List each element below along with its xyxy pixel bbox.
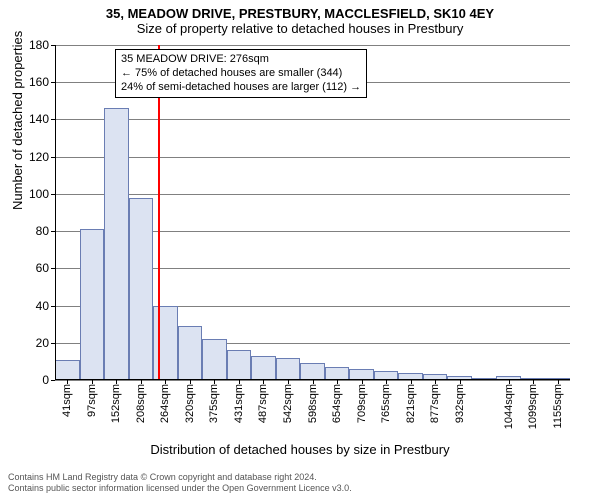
x-tick-label: 542sqm — [282, 384, 294, 423]
x-tick-label: 431sqm — [233, 384, 245, 423]
footer-attribution: Contains HM Land Registry data © Crown c… — [8, 472, 352, 494]
histogram-bar — [178, 326, 203, 380]
y-axis-line — [55, 45, 56, 380]
footer-line-2: Contains public sector information licen… — [8, 483, 352, 494]
histogram-bar — [104, 108, 129, 380]
y-tick-mark — [51, 380, 55, 381]
x-tick-mark — [313, 380, 314, 384]
y-tick-label: 100 — [29, 187, 49, 201]
y-tick-label: 20 — [36, 336, 49, 350]
x-tick-mark — [386, 380, 387, 384]
y-tick-label: 180 — [29, 38, 49, 52]
x-tick-label: 598sqm — [307, 384, 319, 423]
histogram-bar — [227, 350, 252, 380]
x-tick-label: 1044sqm — [503, 384, 515, 429]
x-tick-mark — [67, 380, 68, 384]
y-tick-label: 0 — [42, 373, 49, 387]
chart-subtitle: Size of property relative to detached ho… — [0, 21, 600, 40]
x-axis-label: Distribution of detached houses by size … — [0, 442, 600, 457]
x-tick-label: 487sqm — [257, 384, 269, 423]
x-tick-mark — [214, 380, 215, 384]
gridline — [55, 119, 570, 120]
x-tick-mark — [558, 380, 559, 384]
x-tick-label: 41sqm — [61, 384, 73, 417]
x-tick-mark — [165, 380, 166, 384]
x-tick-mark — [509, 380, 510, 384]
x-tick-label: 821sqm — [405, 384, 417, 423]
x-tick-label: 97sqm — [86, 384, 98, 417]
chart-title: 35, MEADOW DRIVE, PRESTBURY, MACCLESFIEL… — [0, 0, 600, 21]
annotation-box: 35 MEADOW DRIVE: 276sqm← 75% of detached… — [115, 49, 367, 98]
x-tick-mark — [435, 380, 436, 384]
x-tick-label: 654sqm — [331, 384, 343, 423]
x-tick-label: 877sqm — [429, 384, 441, 423]
x-tick-label: 1099sqm — [527, 384, 539, 429]
histogram-bar — [276, 358, 301, 380]
footer-line-1: Contains HM Land Registry data © Crown c… — [8, 472, 352, 483]
gridline — [55, 45, 570, 46]
x-tick-mark — [362, 380, 363, 384]
x-tick-mark — [190, 380, 191, 384]
x-tick-mark — [239, 380, 240, 384]
x-tick-mark — [141, 380, 142, 384]
x-tick-label: 932sqm — [454, 384, 466, 423]
annotation-line: 24% of semi-detached houses are larger (… — [121, 81, 361, 95]
x-axis-line — [55, 379, 570, 380]
y-tick-label: 120 — [29, 150, 49, 164]
x-tick-mark — [337, 380, 338, 384]
x-tick-label: 375sqm — [208, 384, 220, 423]
x-tick-mark — [92, 380, 93, 384]
annotation-line: ← 75% of detached houses are smaller (34… — [121, 67, 361, 81]
y-tick-label: 140 — [29, 112, 49, 126]
x-tick-label: 1155sqm — [552, 384, 564, 428]
histogram-bar — [129, 198, 154, 380]
x-tick-mark — [411, 380, 412, 384]
y-axis-label: Number of detached properties — [10, 31, 25, 210]
x-tick-mark — [460, 380, 461, 384]
histogram-bar — [153, 306, 178, 380]
x-tick-label: 152sqm — [110, 384, 122, 423]
histogram-bar — [300, 363, 325, 380]
y-tick-label: 160 — [29, 75, 49, 89]
y-tick-label: 60 — [36, 261, 49, 275]
y-tick-label: 80 — [36, 224, 49, 238]
x-tick-label: 320sqm — [184, 384, 196, 423]
x-tick-mark — [533, 380, 534, 384]
x-tick-label: 208sqm — [135, 384, 147, 423]
y-tick-label: 40 — [36, 299, 49, 313]
histogram-bar — [80, 229, 105, 380]
x-tick-mark — [263, 380, 264, 384]
x-tick-label: 709sqm — [356, 384, 368, 423]
x-tick-mark — [116, 380, 117, 384]
gridline — [55, 157, 570, 158]
histogram-bar — [202, 339, 227, 380]
x-tick-label: 264sqm — [159, 384, 171, 423]
chart-plot-area: 02040608010012014016018041sqm97sqm152sqm… — [55, 45, 570, 380]
histogram-bar — [251, 356, 276, 380]
annotation-line: 35 MEADOW DRIVE: 276sqm — [121, 53, 361, 67]
histogram-bar — [55, 360, 80, 380]
x-tick-mark — [288, 380, 289, 384]
gridline — [55, 194, 570, 195]
x-tick-label: 765sqm — [380, 384, 392, 423]
